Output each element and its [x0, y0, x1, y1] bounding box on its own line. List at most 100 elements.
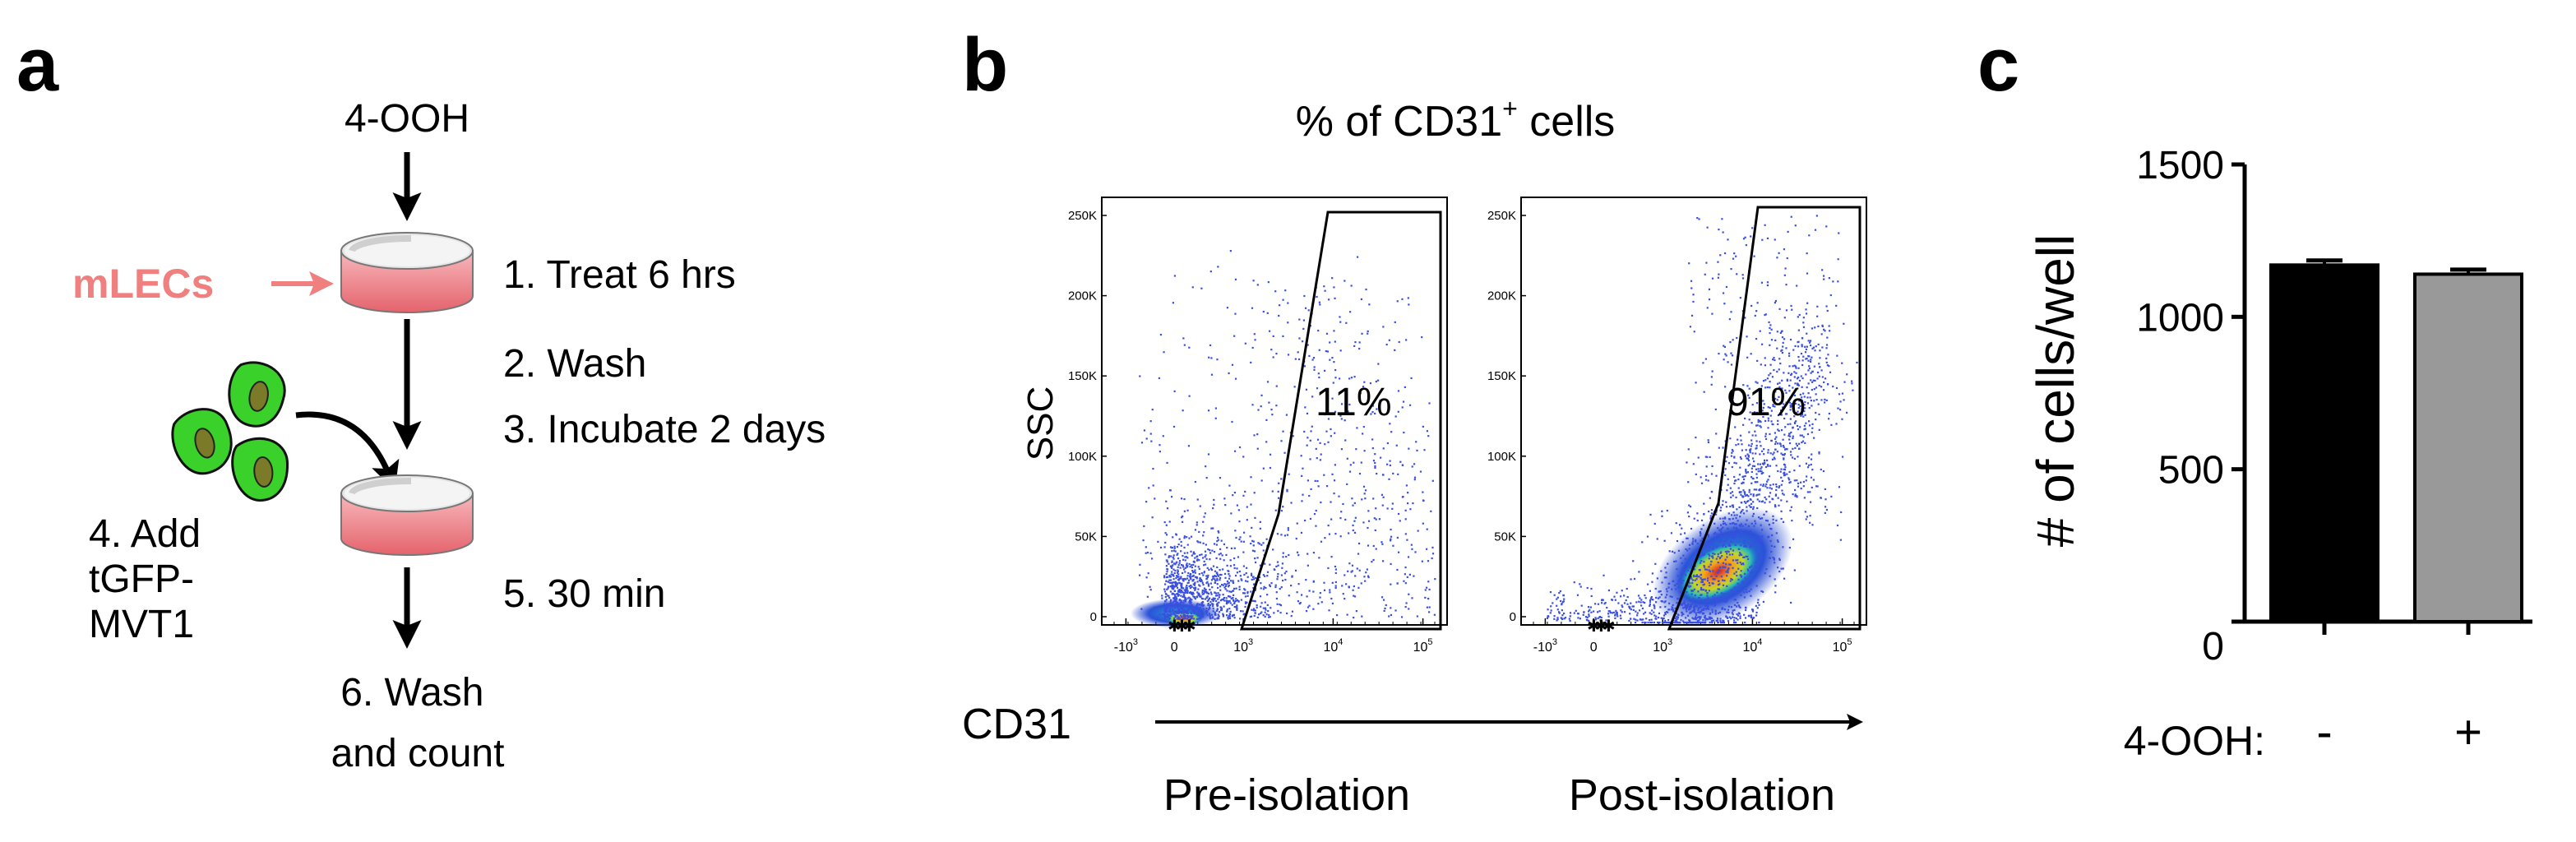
- event-dot: [1168, 609, 1171, 612]
- event-dot: [1810, 379, 1812, 382]
- event-dot: [1791, 520, 1793, 522]
- event-dot: [1202, 534, 1205, 537]
- event-dot: [1404, 533, 1407, 535]
- event-dot: [1184, 567, 1187, 569]
- event-dot: [1339, 377, 1341, 380]
- event-dot: [1329, 359, 1331, 361]
- event-dot: [1344, 518, 1347, 521]
- event-dot: [1748, 396, 1750, 399]
- event-dot: [1608, 610, 1612, 613]
- event-dot: [1733, 534, 1737, 536]
- axis-pileup-marker: ✱: [1602, 618, 1616, 636]
- event-dot: [1182, 579, 1185, 581]
- event-dot: [1747, 465, 1750, 467]
- event-dot: [1232, 590, 1235, 592]
- event-dot: [1711, 602, 1713, 604]
- event-dot: [1626, 595, 1629, 599]
- event-dot: [1194, 608, 1196, 610]
- event-dot: [1757, 463, 1760, 465]
- event-dot: [1226, 307, 1228, 309]
- event-dot: [1782, 392, 1784, 396]
- event-dot: [1352, 524, 1354, 527]
- event-dot: [1723, 345, 1725, 347]
- event-dot: [1663, 622, 1666, 624]
- event-dot: [1601, 599, 1603, 601]
- event-dot: [1372, 460, 1376, 462]
- event-dot: [1670, 532, 1673, 534]
- event-dot: [1737, 567, 1740, 570]
- event-dot: [1267, 281, 1270, 284]
- event-dot: [1740, 439, 1742, 442]
- event-dot: [1719, 556, 1722, 559]
- event-dot: [1712, 544, 1714, 547]
- event-dot: [1717, 612, 1720, 614]
- event-dot: [1746, 506, 1748, 508]
- event-dot: [1733, 608, 1736, 611]
- event-dot: [1711, 582, 1713, 585]
- event-dot: [1185, 586, 1187, 589]
- event-dot: [1163, 613, 1166, 615]
- event-dot: [1171, 582, 1173, 585]
- event-dot: [1287, 322, 1289, 324]
- event-dot: [1333, 286, 1335, 289]
- event-dot: [1233, 557, 1236, 560]
- event-dot: [1196, 576, 1198, 579]
- event-dot: [1686, 537, 1688, 539]
- event-dot: [1178, 560, 1182, 562]
- event-dot: [1774, 494, 1778, 497]
- event-dot: [1211, 549, 1214, 552]
- event-dot: [1663, 617, 1665, 620]
- event-dot: [1753, 465, 1756, 467]
- event-dot: [1798, 379, 1801, 382]
- event-dot: [1733, 523, 1737, 525]
- event-dot: [1200, 612, 1202, 614]
- event-dot: [1711, 370, 1713, 372]
- event-dot: [1226, 608, 1228, 611]
- event-dot: [1681, 603, 1684, 605]
- event-dot: [1717, 527, 1719, 530]
- event-dot: [1704, 599, 1706, 601]
- event-dot: [1251, 576, 1255, 578]
- event-dot: [1164, 593, 1168, 595]
- event-dot: [1711, 608, 1713, 611]
- event-dot: [1184, 597, 1186, 599]
- event-dot: [1690, 589, 1693, 592]
- event-dot: [1707, 441, 1710, 444]
- event-dot: [1227, 601, 1229, 604]
- event-dot: [1173, 545, 1176, 548]
- event-dot: [1653, 522, 1656, 525]
- event-dot: [1634, 622, 1637, 624]
- gfp-cell: [171, 408, 233, 475]
- event-dot: [1723, 598, 1725, 600]
- event-dot: [1196, 581, 1199, 583]
- event-dot: [1772, 359, 1774, 361]
- event-dot: [1797, 406, 1800, 409]
- y-tick-label: 200K: [1068, 289, 1097, 303]
- event-dot: [1793, 457, 1796, 460]
- event-dot: [1782, 453, 1784, 456]
- event-dot: [1740, 530, 1742, 533]
- event-dot: [1789, 338, 1792, 341]
- event-dot: [1190, 613, 1193, 615]
- event-dot: [1192, 609, 1195, 612]
- event-dot: [1757, 535, 1760, 538]
- event-dot: [1229, 595, 1232, 598]
- event-dot: [1775, 485, 1778, 488]
- event-dot: [1169, 613, 1172, 616]
- event-dot: [1711, 622, 1713, 624]
- event-dot: [1783, 493, 1785, 496]
- event-dot: [1197, 611, 1200, 613]
- event-dot: [1348, 403, 1351, 406]
- event-dot: [1178, 577, 1181, 581]
- event-dot: [1816, 315, 1819, 317]
- event-dot: [1177, 557, 1180, 560]
- event-dot: [1352, 504, 1354, 507]
- event-dot: [1747, 495, 1750, 497]
- event-dot: [1686, 511, 1690, 514]
- event-dot: [1727, 512, 1730, 515]
- event-dot: [1238, 585, 1241, 588]
- event-dot: [1374, 529, 1376, 532]
- event-dot: [1806, 396, 1809, 399]
- event-dot: [1431, 546, 1434, 549]
- event-dot: [1303, 430, 1306, 433]
